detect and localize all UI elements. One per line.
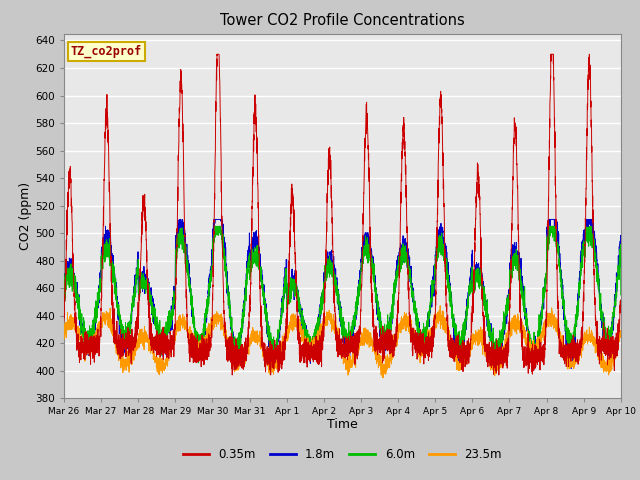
Title: Tower CO2 Profile Concentrations: Tower CO2 Profile Concentrations [220, 13, 465, 28]
Legend: 0.35m, 1.8m, 6.0m, 23.5m: 0.35m, 1.8m, 6.0m, 23.5m [178, 443, 507, 466]
X-axis label: Time: Time [327, 418, 358, 431]
Y-axis label: CO2 (ppm): CO2 (ppm) [19, 182, 33, 250]
Text: TZ_co2prof: TZ_co2prof [70, 45, 142, 58]
